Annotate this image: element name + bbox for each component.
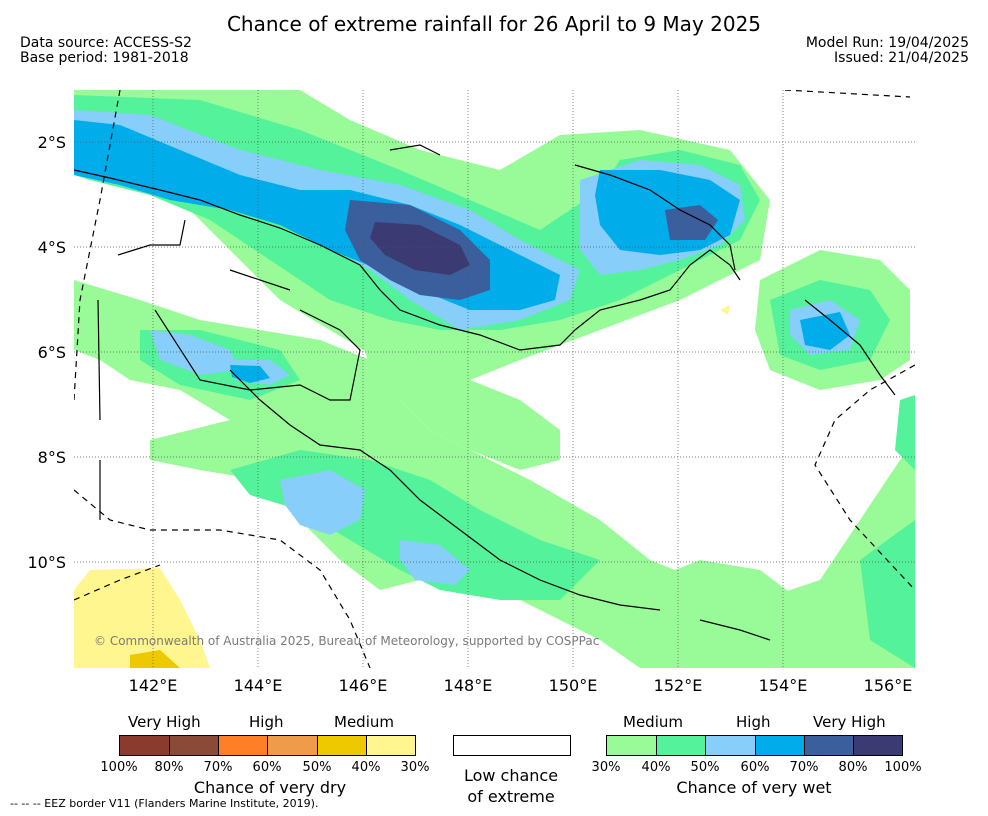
dry-swatch-50-60 xyxy=(267,735,317,756)
map-title: Chance of extreme rainfall for 26 April … xyxy=(226,12,762,36)
wet-tick-60: 60% xyxy=(740,760,770,775)
lat-label-4s: 4°S xyxy=(38,238,66,257)
copyright-notice: © Commonwealth of Australia 2025, Bureau… xyxy=(94,634,599,648)
dry-swatch-80-100 xyxy=(119,735,169,756)
wet-level-medium: Medium xyxy=(623,713,683,731)
coastlines xyxy=(74,144,896,641)
dry-level-medium: Medium xyxy=(334,713,394,731)
dry-tick-80: 80% xyxy=(154,760,184,775)
dry-swatch-70-80 xyxy=(169,735,218,756)
eez-borders xyxy=(74,90,915,668)
low-chance-caption-line1: Low chance xyxy=(463,766,559,785)
metadata-left: Data source: ACCESS-S2 Base period: 1981… xyxy=(20,36,192,66)
wet-tick-100: 100% xyxy=(884,760,922,775)
wet-tick-50: 50% xyxy=(690,760,720,775)
dry-level-very-high: Very High xyxy=(128,713,201,731)
wet-tick-30: 30% xyxy=(591,760,621,775)
map-plot-area: © Commonwealth of Australia 2025, Bureau… xyxy=(74,90,915,668)
lon-label-142e: 142°E xyxy=(129,676,178,695)
lon-label-144e: 144°E xyxy=(234,676,283,695)
dry-tick-100: 100% xyxy=(100,760,138,775)
wet-tick-70: 70% xyxy=(789,760,819,775)
dry-level-high: High xyxy=(249,713,284,731)
wet-tick-40: 40% xyxy=(641,760,671,775)
model-run: Model Run: 19/04/2025 xyxy=(805,35,969,51)
lon-label-152e: 152°E xyxy=(654,676,703,695)
lon-label-146e: 146°E xyxy=(339,676,388,695)
dry-tick-40: 40% xyxy=(351,760,381,775)
wet-legend-caption: Chance of very wet xyxy=(676,778,832,797)
wet-swatch-80-100 xyxy=(853,735,903,756)
rainfall-map: © Commonwealth of Australia 2025, Bureau… xyxy=(27,90,915,695)
low-chance-caption: Low chance of extreme xyxy=(436,765,586,807)
dry-tick-70: 70% xyxy=(203,760,233,775)
wet-swatch-50-60 xyxy=(705,735,755,756)
lon-label-154e: 154°E xyxy=(759,676,808,695)
low-chance-swatch xyxy=(453,735,571,756)
dry-legend-caption: Chance of very dry xyxy=(193,778,347,797)
dry-tick-50: 50% xyxy=(302,760,332,775)
wet-swatch-40-50 xyxy=(656,735,705,756)
latitude-labels: 2°S 4°S 6°S 8°S 10°S xyxy=(27,133,66,572)
lat-label-2s: 2°S xyxy=(38,133,66,152)
wet-swatch-60-70 xyxy=(755,735,804,756)
wet-level-high: High xyxy=(736,713,771,731)
wet-tick-80: 80% xyxy=(838,760,868,775)
lat-label-6s: 6°S xyxy=(38,343,66,362)
eez-border-note: -- -- -- EEZ border V11 (Flanders Marine… xyxy=(10,797,319,810)
lon-label-148e: 148°E xyxy=(444,676,493,695)
lat-label-10s: 10°S xyxy=(27,553,66,572)
wet-swatch-70-80 xyxy=(804,735,853,756)
low-chance-caption-line2: of extreme xyxy=(467,787,555,806)
gridlines xyxy=(74,90,915,668)
longitude-labels: 142°E 144°E 146°E 148°E 150°E 152°E 154°… xyxy=(129,676,913,695)
issued-date: Issued: 21/04/2025 xyxy=(834,50,969,66)
dry-tick-60: 60% xyxy=(252,760,282,775)
metadata-right: Model Run: 19/04/2025 Issued: 21/04/2025 xyxy=(806,36,969,66)
dry-tick-30: 30% xyxy=(400,760,430,775)
lon-label-156e: 156°E xyxy=(864,676,913,695)
dry-swatch-30-40 xyxy=(366,735,416,756)
wet-level-very-high: Very High xyxy=(813,713,886,731)
lat-label-8s: 8°S xyxy=(38,448,66,467)
dry-areas xyxy=(74,305,730,668)
wet-extreme-areas xyxy=(370,222,470,275)
dry-swatch-60-70 xyxy=(218,735,267,756)
lon-label-150e: 150°E xyxy=(549,676,598,695)
dry-swatch-40-50 xyxy=(317,735,366,756)
base-period: Base period: 1981-2018 xyxy=(20,50,189,66)
data-source: Data source: ACCESS-S2 xyxy=(20,35,192,51)
wet-swatch-30-40 xyxy=(606,735,656,756)
